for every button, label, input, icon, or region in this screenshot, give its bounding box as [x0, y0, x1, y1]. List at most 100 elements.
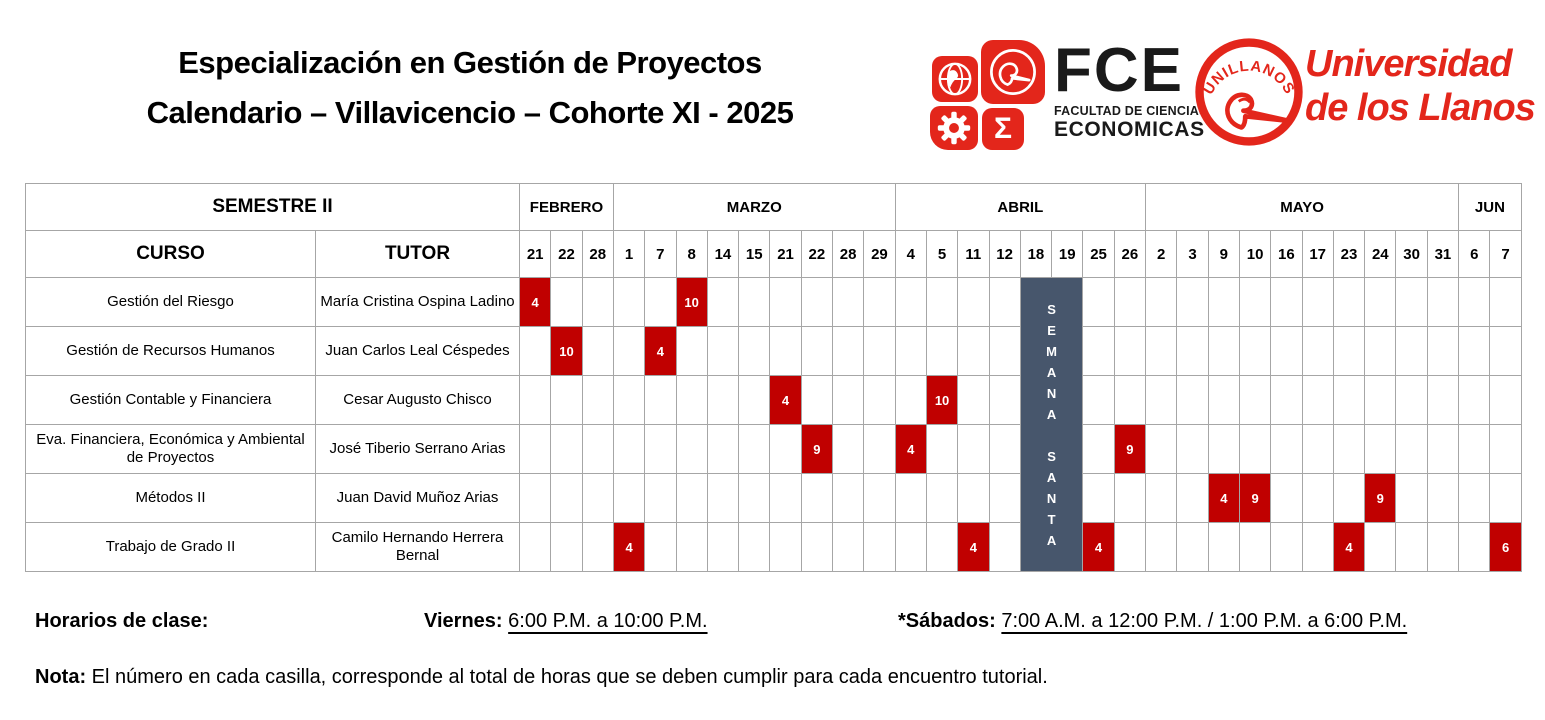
day-cell [1395, 277, 1428, 327]
day-header-cell: 6 [1458, 230, 1491, 278]
saturday-schedule: *Sábados: 7:00 A.M. a 12:00 P.M. / 1:00 … [898, 610, 1407, 633]
day-header-cell: 14 [706, 230, 740, 278]
day-cell [1332, 277, 1366, 327]
day-cell [1458, 424, 1491, 474]
day-cell [1270, 424, 1303, 474]
month-header-marzo: MARZO [612, 183, 896, 231]
tutor-cell: Camilo Hernando Herrera Bernal [314, 522, 521, 572]
session-cell: 10 [550, 326, 583, 376]
day-cell [1489, 277, 1522, 327]
day-cell [675, 473, 708, 523]
semana-santa-letter: A [1046, 532, 1057, 548]
tutor-cell: Cesar Augusto Chisco [314, 375, 521, 425]
day-cell [706, 326, 740, 376]
day-cell [1332, 375, 1366, 425]
day-cell [1238, 375, 1272, 425]
day-cell [1395, 473, 1428, 523]
note-text: El número en cada casilla, corresponde a… [91, 666, 1048, 688]
semana-santa-letter: T [1047, 511, 1056, 527]
course-cell: Gestión del Riesgo [25, 277, 316, 327]
session-cell: 10 [675, 277, 708, 327]
day-cell [1082, 375, 1115, 425]
day-cell [1426, 522, 1460, 572]
day-header-cell: 4 [894, 230, 927, 278]
day-header-cell: 28 [831, 230, 865, 278]
day-cell [925, 424, 959, 474]
day-cell [988, 522, 1021, 572]
heron-icon [1225, 92, 1292, 130]
day-header-cell: 18 [1019, 230, 1053, 278]
day-cell [800, 375, 833, 425]
day-cell [1113, 375, 1147, 425]
day-header-cell: 9 [1207, 230, 1240, 278]
day-cell [1458, 375, 1491, 425]
day-cell [894, 522, 927, 572]
month-header-febrero: FEBRERO [519, 183, 614, 231]
day-cell [1458, 473, 1491, 523]
day-cell [644, 473, 677, 523]
day-cell [925, 473, 959, 523]
day-cell [1395, 375, 1428, 425]
day-cell [644, 277, 677, 327]
day-cell [831, 277, 865, 327]
day-cell [706, 522, 740, 572]
day-cell [1176, 522, 1209, 572]
course-cell: Gestión Contable y Financiera [25, 375, 316, 425]
day-cell [1113, 522, 1147, 572]
day-cell [831, 424, 865, 474]
day-cell [1238, 424, 1272, 474]
day-cell [1238, 326, 1272, 376]
day-cell [550, 522, 583, 572]
day-cell [550, 375, 583, 425]
day-cell [1145, 375, 1178, 425]
day-cell [581, 375, 614, 425]
calendar-table: SEMESTRE II FEBRERO MARZO ABRIL MAYO JUN CURSO… [24, 183, 1522, 572]
day-cell [738, 326, 771, 376]
semana-santa-letter: A [1046, 406, 1057, 422]
day-header-cell: 17 [1301, 230, 1334, 278]
day-cell [831, 375, 865, 425]
day-cell [1270, 473, 1303, 523]
day-cell [706, 375, 740, 425]
day-header-cell: 28 [581, 230, 614, 278]
day-cell [1082, 277, 1115, 327]
day-header-cell: 25 [1082, 230, 1115, 278]
day-cell [675, 522, 708, 572]
day-cell [1113, 326, 1147, 376]
semana-santa-letter: N [1046, 385, 1057, 401]
course-row: Métodos II Juan David Muñoz Arias 4 9 9 [25, 473, 1522, 523]
fce-acronym: FCE [1054, 36, 1184, 105]
month-header-mayo: MAYO [1145, 183, 1460, 231]
semana-santa-letter: M [1046, 343, 1058, 359]
tutor-column-header: TUTOR [314, 230, 521, 278]
day-cell [1332, 424, 1366, 474]
day-cell [550, 424, 583, 474]
day-cell [988, 473, 1021, 523]
day-header-cell: 22 [800, 230, 833, 278]
day-header-cell: 31 [1426, 230, 1460, 278]
day-cell [863, 522, 896, 572]
fce-caption-line2: ECONOMICAS [1054, 118, 1205, 141]
session-cell: 4 [769, 375, 802, 425]
day-cell [738, 424, 771, 474]
fce-caption-line1: FACULTAD DE CIENCIAS [1054, 104, 1208, 118]
day-cell [550, 277, 583, 327]
day-header-cell: 1 [612, 230, 646, 278]
day-cell [1301, 277, 1334, 327]
day-cell [1082, 473, 1115, 523]
day-header-cell: 7 [644, 230, 677, 278]
day-cell [1176, 375, 1209, 425]
university-name: Universidad de los Llanos [1305, 42, 1536, 130]
session-cell: 4 [644, 326, 677, 376]
day-cell [1489, 473, 1522, 523]
fce-logo: Σ FCE FACULTAD DE CIENCIAS ECONOMICAS [928, 40, 1207, 152]
day-cell [894, 473, 927, 523]
day-cell [863, 326, 896, 376]
course-row: Gestión de Recursos Humanos Juan Carlos L… [25, 326, 1522, 376]
day-cell [831, 473, 865, 523]
day-cell [612, 375, 646, 425]
day-cell [738, 277, 771, 327]
day-cell [1395, 326, 1428, 376]
schedule-line: Horarios de clase: Viernes: 6:00 P.M. a … [0, 610, 1545, 640]
course-row: Gestión Contable y Financiera Cesar Augus… [25, 375, 1522, 425]
